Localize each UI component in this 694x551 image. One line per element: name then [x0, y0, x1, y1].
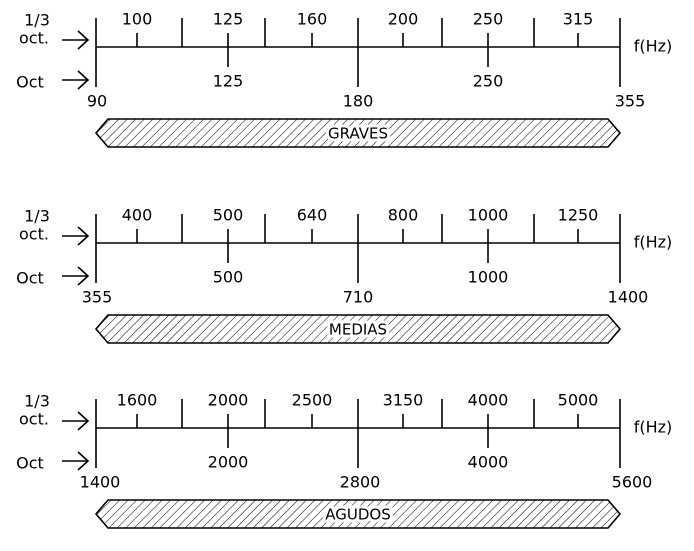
edge-label: 1400 [80, 473, 121, 492]
third-center-label: 4000 [468, 391, 509, 410]
third-octave-label: 1/3 [24, 11, 50, 30]
third-center-label: 160 [297, 10, 328, 29]
edge-label: 2800 [340, 473, 381, 492]
edge-label: 710 [343, 288, 374, 307]
band-label: AGUDOS [325, 506, 390, 524]
edge-label: 5600 [612, 473, 653, 492]
arrow-head [77, 266, 90, 286]
third-center-label: 640 [297, 206, 328, 225]
third-center-label: 3150 [383, 391, 424, 410]
third-octave-label: oct. [19, 225, 49, 244]
third-center-label: 500 [213, 206, 244, 225]
third-center-label: 2500 [292, 391, 333, 410]
band-shape [94, 118, 622, 148]
octave-label: Oct [16, 269, 44, 288]
octave-center-label: 1000 [468, 268, 509, 287]
third-center-label: 5000 [558, 391, 599, 410]
third-center-label: 100 [122, 10, 153, 29]
unit-label: f(Hz) [634, 418, 673, 437]
edge-label: 180 [343, 92, 374, 111]
third-octave-label: oct. [19, 29, 49, 48]
octave-center-label: 500 [213, 268, 244, 287]
third-octave-label: 1/3 [24, 207, 50, 226]
third-center-label: 125 [213, 10, 244, 29]
octave-center-label: 125 [213, 72, 244, 91]
octave-label: Oct [16, 73, 44, 92]
edge-label: 355 [615, 92, 646, 111]
third-center-label: 1600 [117, 391, 158, 410]
band-label: MEDIAS [329, 321, 387, 339]
third-center-label: 315 [563, 10, 594, 29]
third-center-label: 200 [388, 10, 419, 29]
band-shape [94, 499, 622, 529]
octave-center-label: 2000 [208, 453, 249, 472]
third-center-label: 250 [473, 10, 504, 29]
arrow-head [77, 226, 90, 246]
arrow-head [77, 70, 90, 90]
octave-center-label: 4000 [468, 453, 509, 472]
edge-label: 1400 [608, 288, 649, 307]
arrow-head [77, 451, 90, 471]
unit-label: f(Hz) [634, 233, 673, 252]
edge-label: 355 [82, 288, 113, 307]
arrow-head [77, 30, 90, 50]
third-center-label: 1250 [558, 206, 599, 225]
octave-center-label: 250 [473, 72, 504, 91]
arrow-head [77, 411, 90, 431]
third-center-label: 400 [122, 206, 153, 225]
third-center-label: 2000 [208, 391, 249, 410]
band-label: GRAVES [328, 125, 388, 143]
third-center-label: 800 [388, 206, 419, 225]
octave-label: Oct [16, 454, 44, 473]
third-octave-label: oct. [19, 410, 49, 429]
third-octave-label: 1/3 [24, 392, 50, 411]
band-shape [94, 314, 622, 344]
third-center-label: 1000 [468, 206, 509, 225]
unit-label: f(Hz) [634, 37, 673, 56]
edge-label: 90 [87, 92, 107, 111]
